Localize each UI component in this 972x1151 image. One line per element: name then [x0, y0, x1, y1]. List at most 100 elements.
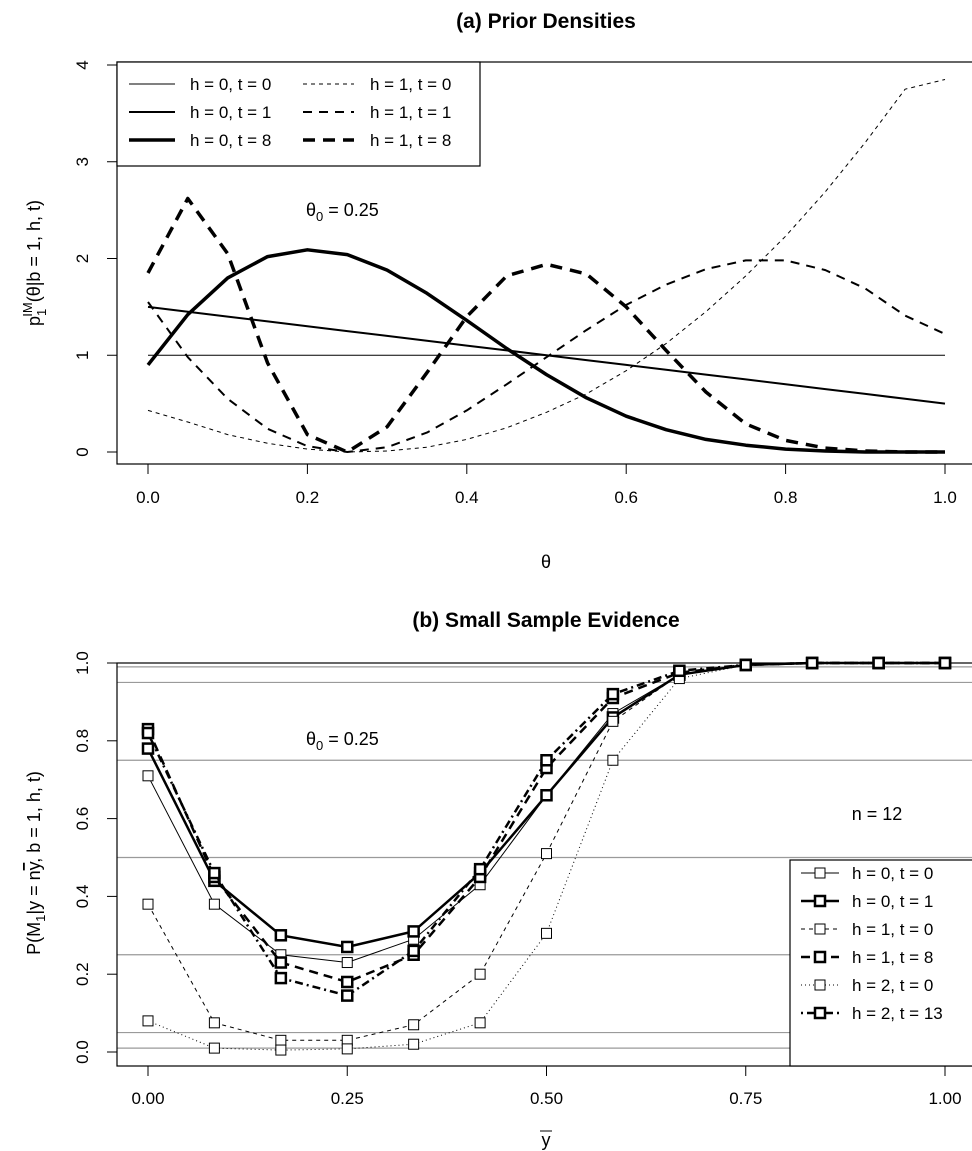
panel-b: (b) Small Sample Evidence 0.00 0.25 0.50 0.…	[24, 609, 972, 1150]
legend-b-label-3: h = 1, t = 8	[852, 948, 933, 967]
panel-a-series-line-4	[147, 259, 946, 453]
panel-a-y-tick-label: 2	[73, 254, 92, 263]
panel-b-series	[141, 656, 952, 1056]
panel-b-point	[607, 754, 619, 766]
panel-b-point	[142, 1015, 154, 1027]
panel-b-point	[408, 1038, 420, 1050]
legend-b-marker-5	[813, 1006, 827, 1020]
panel-b-y-tick-label: 1.0	[73, 651, 92, 675]
panel-b-point	[208, 898, 220, 910]
legend-a-label-0: h = 0, t = 0	[190, 75, 271, 94]
panel-b-x-label: y	[542, 1130, 551, 1150]
panel-b-y-label: P(M1|y = ny, b = 1, h, t)	[24, 771, 48, 955]
panel-b-point	[872, 656, 885, 670]
legend-b-label-1: h = 0, t = 1	[852, 892, 933, 911]
panel-b-point	[473, 862, 487, 876]
panel-a: (a) Prior Densities 0.0 0.2 0.4 0.6 0.8 1.0 0 1…	[20, 10, 972, 572]
panel-a-y-tick-label: 4	[73, 60, 92, 69]
panel-a-plot-frame	[116, 61, 972, 465]
panel-b-point	[341, 940, 354, 954]
panel-b-point	[606, 687, 620, 701]
panel-b-point	[407, 925, 420, 938]
panel-b-point	[274, 971, 288, 985]
legend-b-marker-4	[814, 979, 826, 991]
panel-a-x-tick-label: 0.2	[296, 488, 320, 507]
panel-b-y-tick-label: 0.2	[73, 962, 92, 986]
panel-b-point	[208, 1017, 220, 1029]
panel-b-point	[739, 658, 752, 672]
panel-b-point	[540, 754, 553, 767]
panel-b-plot-frame	[116, 662, 972, 1067]
panel-b-ticks: 0.00 0.25 0.50 0.75 1.00 0.0 0.2 0.4 0.6 0.8 1.0	[73, 651, 962, 1108]
panel-a-series-line-2	[146, 248, 945, 454]
panel-b-point	[341, 975, 354, 989]
panel-b-x-tick-label: 0.50	[530, 1089, 563, 1108]
panel-b-n-label: n = 12	[852, 804, 903, 824]
panel-a-series	[146, 79, 946, 454]
panel-b-point	[274, 929, 288, 942]
panel-b-point	[938, 656, 952, 670]
legend-a-label-3: h = 1, t = 0	[370, 75, 451, 94]
panel-b-point	[341, 1043, 353, 1055]
legend-a-label-2: h = 0, t = 8	[190, 131, 271, 150]
panel-b-point	[208, 866, 221, 880]
panel-b-point	[141, 726, 155, 740]
panel-b-point	[474, 968, 486, 980]
panel-b-point	[341, 957, 353, 969]
panel-a-ticks: 0.0 0.2 0.4 0.6 0.8 1.0 0 1 2 3 4	[73, 60, 957, 507]
panel-b-legend: h = 0, t = 0 h = 0, t = 1 h = 1, t = 0 h = …	[789, 859, 972, 1067]
panel-b-point	[673, 664, 686, 678]
panel-b-y-tick-label: 0.0	[73, 1040, 92, 1064]
panel-a-y-tick-label: 3	[73, 157, 92, 166]
panel-b-theta-annotation: θ0 = 0.25	[306, 729, 379, 753]
legend-b-label-4: h = 2, t = 0	[852, 976, 933, 995]
panel-b-title: (b) Small Sample Evidence	[412, 609, 679, 632]
panel-b-y-tick-label: 0.4	[73, 885, 92, 909]
panel-a-y-label: p1IM(θ|b = 1, h, t)	[20, 200, 49, 326]
panel-b-point	[275, 1044, 287, 1056]
panel-b-y-tick-label: 0.6	[73, 807, 92, 831]
panel-b-y-tick-label: 0.8	[73, 729, 92, 753]
panel-b-point	[607, 715, 619, 727]
panel-a-x-tick-label: 1.0	[933, 488, 957, 507]
panel-a-series-line-1	[147, 305, 946, 405]
panel-b-point	[341, 989, 354, 1002]
panel-b-point	[274, 956, 288, 969]
legend-b-marker-1	[813, 894, 827, 908]
legend-b-label-2: h = 1, t = 0	[852, 920, 933, 939]
legend-a-label-1: h = 0, t = 1	[190, 103, 271, 122]
legend-a-label-5: h = 1, t = 8	[370, 131, 451, 150]
panel-b-point	[805, 656, 819, 670]
legend-b-label-0: h = 0, t = 0	[852, 864, 933, 883]
legend-b-label-5: h = 2, t = 13	[852, 1004, 943, 1023]
panel-b-x-tick-label: 1.00	[928, 1089, 961, 1108]
panel-a-x-label: θ	[541, 552, 551, 572]
panel-a-y-tick-label: 1	[73, 351, 92, 360]
panel-a-x-tick-label: 0.0	[136, 488, 160, 507]
panel-b-point	[142, 898, 154, 910]
panel-a-legend: h = 0, t = 0 h = 0, t = 1 h = 0, t = 8 h…	[116, 61, 481, 167]
panel-a-series-line-5	[146, 196, 945, 454]
panel-a-theta-annotation: θ0 = 0.25	[306, 200, 379, 224]
panel-a-x-tick-label: 0.6	[614, 488, 638, 507]
panel-b-x-tick-label: 0.75	[729, 1089, 762, 1108]
panel-b-point	[408, 1019, 420, 1031]
panel-b-x-tick-label: 0.00	[131, 1089, 164, 1108]
panel-b-point	[541, 927, 552, 939]
panel-b-point	[142, 770, 154, 782]
panel-a-title: (a) Prior Densities	[456, 10, 636, 33]
panel-b-x-tick-label: 0.25	[331, 1089, 364, 1108]
legend-b-marker-2	[814, 923, 826, 935]
panel-b-point	[275, 1034, 287, 1046]
panel-a-series-line-3	[147, 79, 946, 453]
legend-a-label-4: h = 1, t = 1	[370, 103, 451, 122]
panel-a-legend-box	[116, 61, 481, 167]
panel-b-point	[474, 1017, 486, 1029]
panel-b-point	[141, 742, 155, 755]
panel-a-x-tick-label: 0.8	[774, 488, 798, 507]
panel-b-point	[540, 789, 553, 802]
legend-b-marker-3	[813, 950, 827, 964]
panel-b-point	[541, 848, 552, 860]
panel-a-y-tick-label: 0	[73, 447, 92, 456]
